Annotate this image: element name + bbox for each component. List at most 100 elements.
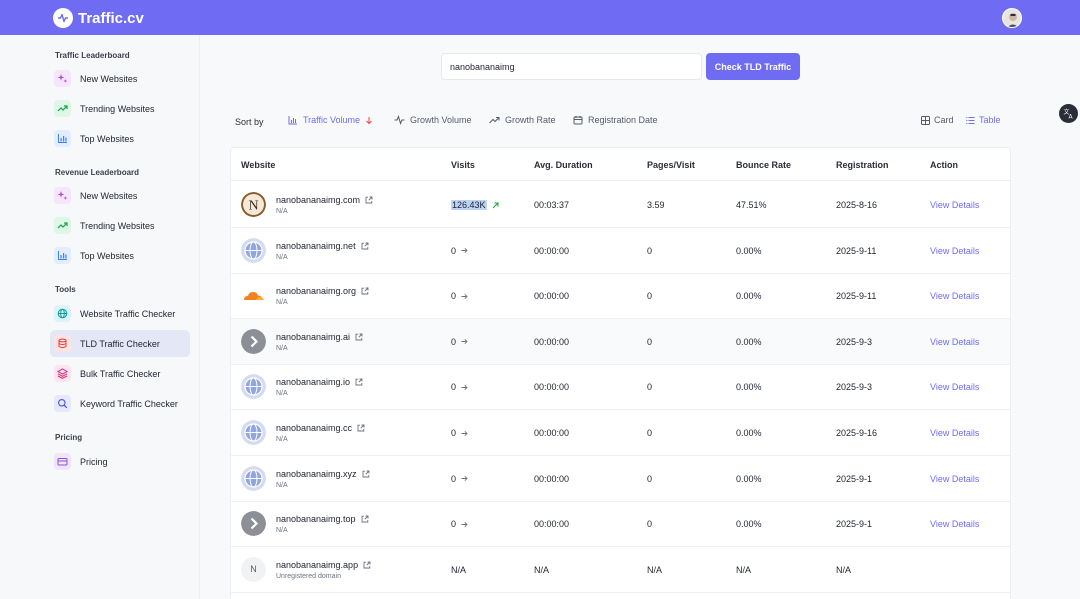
site-subtitle: N/A [276, 527, 288, 535]
registration-cell: 2025-9-3 [836, 382, 873, 393]
site-favicon: N [241, 556, 266, 582]
site-domain-link[interactable]: nanobananaimg.xyz [276, 469, 370, 479]
view-details-link[interactable]: View Details [930, 200, 980, 210]
main-content: Check TLD Traffic 文A Sort by Traffic Vol… [201, 35, 1080, 599]
activity-icon [394, 115, 405, 125]
pages-visit-cell: 0 [647, 336, 653, 347]
table-row: nanobananaimg.xyz N/A 0 00:00:00 0 0.00%… [231, 456, 1010, 502]
sidebar-item-new-websites[interactable]: New Websites [50, 65, 190, 92]
avg-duration-cell: 00:03:37 [534, 200, 570, 210]
credit-card-icon [54, 453, 71, 470]
view-details-link[interactable]: View Details [930, 382, 980, 393]
registration-cell: 2025-9-1 [836, 473, 873, 484]
external-link-icon[interactable] [361, 515, 369, 523]
sidebar-item-trending-websites[interactable]: Trending Websites [50, 212, 190, 239]
sidebar-section-title: Revenue Leaderboard [55, 168, 140, 177]
external-link-icon[interactable] [355, 333, 363, 341]
external-link-icon[interactable] [362, 470, 370, 478]
brand[interactable]: Traffic.cv [53, 8, 144, 28]
visits-value: 0 [451, 382, 457, 393]
view-details-link[interactable]: View Details [930, 336, 980, 347]
user-avatar[interactable] [1002, 8, 1022, 28]
svg-text:文: 文 [1064, 108, 1070, 116]
avg-duration-cell: 00:00:00 [534, 519, 570, 530]
table-row: nanobananaimg.org N/A 0 00:00:00 0 0.00%… [231, 273, 1010, 320]
bounce-rate-cell: 0.00% [736, 245, 762, 256]
visits-cell: 0 [451, 291, 468, 301]
view-details-link[interactable]: View Details [930, 428, 980, 438]
sidebar-item-keyword-traffic-checker[interactable]: Keyword Traffic Checker [50, 390, 190, 417]
sidebar-item-new-websites[interactable]: New Websites [50, 182, 190, 209]
search-input[interactable] [441, 53, 702, 80]
card-view-toggle[interactable]: Card [921, 115, 954, 125]
avg-duration-cell: 00:00:00 [534, 291, 570, 302]
sidebar-item-bulk-traffic-checker[interactable]: Bulk Traffic Checker [50, 360, 190, 387]
table-row: nanobananaimg.ai N/A 0 00:00:00 0 0.00% … [231, 318, 1010, 365]
search-icon [54, 395, 71, 412]
sort-registration-date[interactable]: Registration Date [573, 115, 658, 125]
site-domain-link[interactable]: nanobananaimg.org [276, 286, 369, 296]
sparkle-icon [54, 187, 71, 204]
sidebar-item-trending-websites[interactable]: Trending Websites [50, 95, 190, 122]
bounce-rate-cell: 47.51% [736, 200, 767, 210]
site-domain-link[interactable]: nanobananaimg.io [276, 377, 363, 387]
external-link-icon[interactable] [363, 561, 371, 569]
table-row: N nanobananaimg.app Unregistered domain … [231, 547, 1010, 593]
sort-growth-volume[interactable]: Growth Volume [394, 115, 472, 125]
sort-by-label: Sort by [235, 117, 264, 127]
sidebar-item-label: Trending Websites [80, 103, 155, 114]
globe-icon [54, 305, 71, 322]
view-details-link[interactable]: View Details [930, 245, 980, 256]
site-domain-link[interactable]: nanobananaimg.com [276, 195, 373, 205]
site-domain-link[interactable]: nanobananaimg.top [276, 514, 369, 524]
external-link-icon[interactable] [357, 424, 365, 432]
pages-visit-cell: 0 [647, 473, 653, 484]
sidebar-item-tld-traffic-checker[interactable]: TLD Traffic Checker [50, 330, 190, 357]
site-domain-link[interactable]: nanobananaimg.ai [276, 332, 363, 342]
sidebar-item-top-websites[interactable]: Top Websites [50, 125, 190, 152]
site-domain: nanobananaimg.cc [276, 423, 353, 433]
trending-up-icon [54, 100, 71, 117]
bounce-rate-cell: 0.00% [736, 428, 762, 438]
external-link-icon[interactable] [355, 378, 363, 386]
visits-cell: 0 [451, 519, 468, 529]
sidebar-item-pricing[interactable]: Pricing [50, 448, 190, 475]
site-favicon [241, 511, 266, 537]
svg-text:A: A [1069, 114, 1074, 120]
view-details-link[interactable]: View Details [930, 519, 980, 530]
sidebar-item-website-traffic-checker[interactable]: Website Traffic Checker [50, 300, 190, 327]
external-link-icon[interactable] [365, 196, 373, 204]
avg-duration-cell: 00:00:00 [534, 473, 570, 484]
sidebar-item-top-websites[interactable]: Top Websites [50, 242, 190, 269]
check-tld-traffic-button[interactable]: Check TLD Traffic [706, 53, 800, 80]
external-link-icon[interactable] [361, 287, 369, 295]
pages-visit-cell: 0 [647, 291, 653, 302]
sort-traffic-volume[interactable]: Traffic Volume [288, 115, 373, 125]
table-view-label: Table [979, 115, 1001, 125]
calendar-icon [573, 116, 583, 125]
sort-bar: Sort by Traffic Volume Growth Volume Gro… [235, 115, 675, 129]
view-details-link[interactable]: View Details [930, 291, 980, 302]
site-domain-link[interactable]: nanobananaimg.net [276, 241, 369, 251]
visits-value: 0 [451, 519, 457, 530]
external-link-icon[interactable] [361, 242, 369, 250]
sidebar-section-title: Traffic Leaderboard [55, 51, 130, 60]
table-view-toggle[interactable]: Table [966, 115, 1001, 125]
sidebar-item-label: New Websites [80, 190, 138, 201]
sort-traffic-volume-label: Traffic Volume [303, 115, 361, 125]
table-row: nanobananaimg.io N/A 0 00:00:00 0 0.00% … [231, 364, 1010, 411]
site-domain-link[interactable]: nanobananaimg.app [276, 560, 371, 570]
pulse-icon [53, 8, 73, 28]
view-details-link[interactable]: View Details [930, 473, 980, 484]
site-domain: nanobananaimg.io [276, 377, 351, 388]
top-bar: Traffic.cv [0, 0, 1080, 35]
bounce-rate-cell: 0.00% [736, 519, 762, 530]
site-domain-link[interactable]: nanobananaimg.cc [276, 423, 365, 433]
column-header-bounce-rate: Bounce Rate [736, 160, 792, 170]
sort-growth-rate[interactable]: Growth Rate [489, 115, 556, 125]
visits-value: 0 [451, 473, 457, 484]
visits-cell: 0 [451, 428, 468, 438]
results-table: Website Visits Avg. Duration Pages/Visit Bou… [230, 147, 1011, 599]
visits-cell: 0 [451, 246, 468, 256]
